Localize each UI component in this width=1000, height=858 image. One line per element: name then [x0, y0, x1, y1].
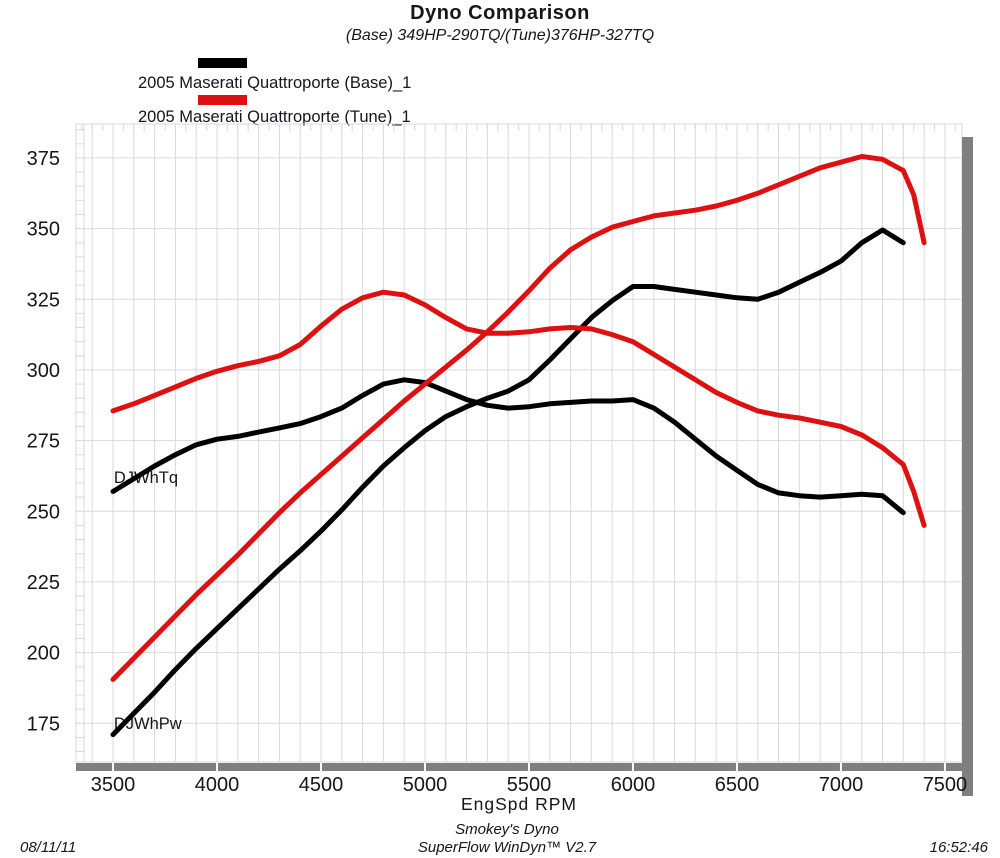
curve-tune-torque [110, 289, 927, 528]
x-axis-bar-tick-gap [735, 763, 738, 771]
x-tick-label: 3500 [91, 774, 136, 796]
y-tick-label: 375 [27, 148, 60, 170]
x-axis-bar-tick-gap [216, 763, 219, 771]
y-tick-label: 275 [27, 431, 60, 453]
x-axis-bar-tick-gap [527, 763, 530, 771]
y-tick-label: 200 [27, 643, 60, 665]
footer-facility-name: Smokey's Dyno [455, 821, 559, 838]
y-tick-label: 300 [27, 360, 60, 382]
curve-base-power [110, 227, 906, 738]
legend-label-tune-run: 2005 Maserati Quattroporte (Tune)_1 [138, 108, 411, 126]
chart-subtitle: (Base) 349HP-290TQ/(Tune)376HP-327TQ [345, 27, 655, 44]
x-axis-title: EngSpd RPM [461, 794, 577, 814]
x-axis-bar-tick-gap [320, 763, 323, 771]
legend-swatch-tune-run [198, 95, 247, 105]
legend-label-base-run: 2005 Maserati Quattroporte (Base)_1 [138, 74, 412, 92]
x-axis-bar [76, 763, 973, 771]
x-axis-bar-tick-gap [943, 763, 946, 771]
x-tick-label: 7500 [923, 774, 968, 796]
footer-date: 08/11/11 [20, 839, 77, 856]
y-tick-label: 175 [27, 713, 60, 735]
x-tick-label: 4500 [299, 774, 344, 796]
curve-tune-power [110, 154, 927, 682]
x-axis-bar-tick-gap [112, 763, 115, 771]
footer-time: 16:52:46 [929, 839, 988, 856]
x-axis-bar-tick-gap [839, 763, 842, 771]
footer-software-version: SuperFlow WinDyn™ V2.7 [417, 839, 597, 856]
y-tick-label: 325 [27, 289, 60, 311]
x-tick-label: 6000 [611, 774, 656, 796]
x-tick-label: 6500 [715, 774, 760, 796]
legend-swatch-base-run [198, 58, 247, 68]
x-axis-bar-tick-gap [423, 763, 426, 771]
y-tick-label: 250 [27, 501, 60, 523]
x-tick-label: 4000 [195, 774, 240, 796]
curve-base-torque [110, 377, 906, 516]
x-tick-label: 7000 [819, 774, 864, 796]
x-axis-bar-tick-gap [631, 763, 634, 771]
y-axis-bar [962, 137, 973, 796]
chart-title: Dyno Comparison [410, 2, 590, 24]
y-tick-label: 225 [27, 572, 60, 594]
y-tick-label: 350 [27, 219, 60, 241]
x-tick-label: 5500 [507, 774, 552, 796]
x-tick-label: 5000 [403, 774, 448, 796]
